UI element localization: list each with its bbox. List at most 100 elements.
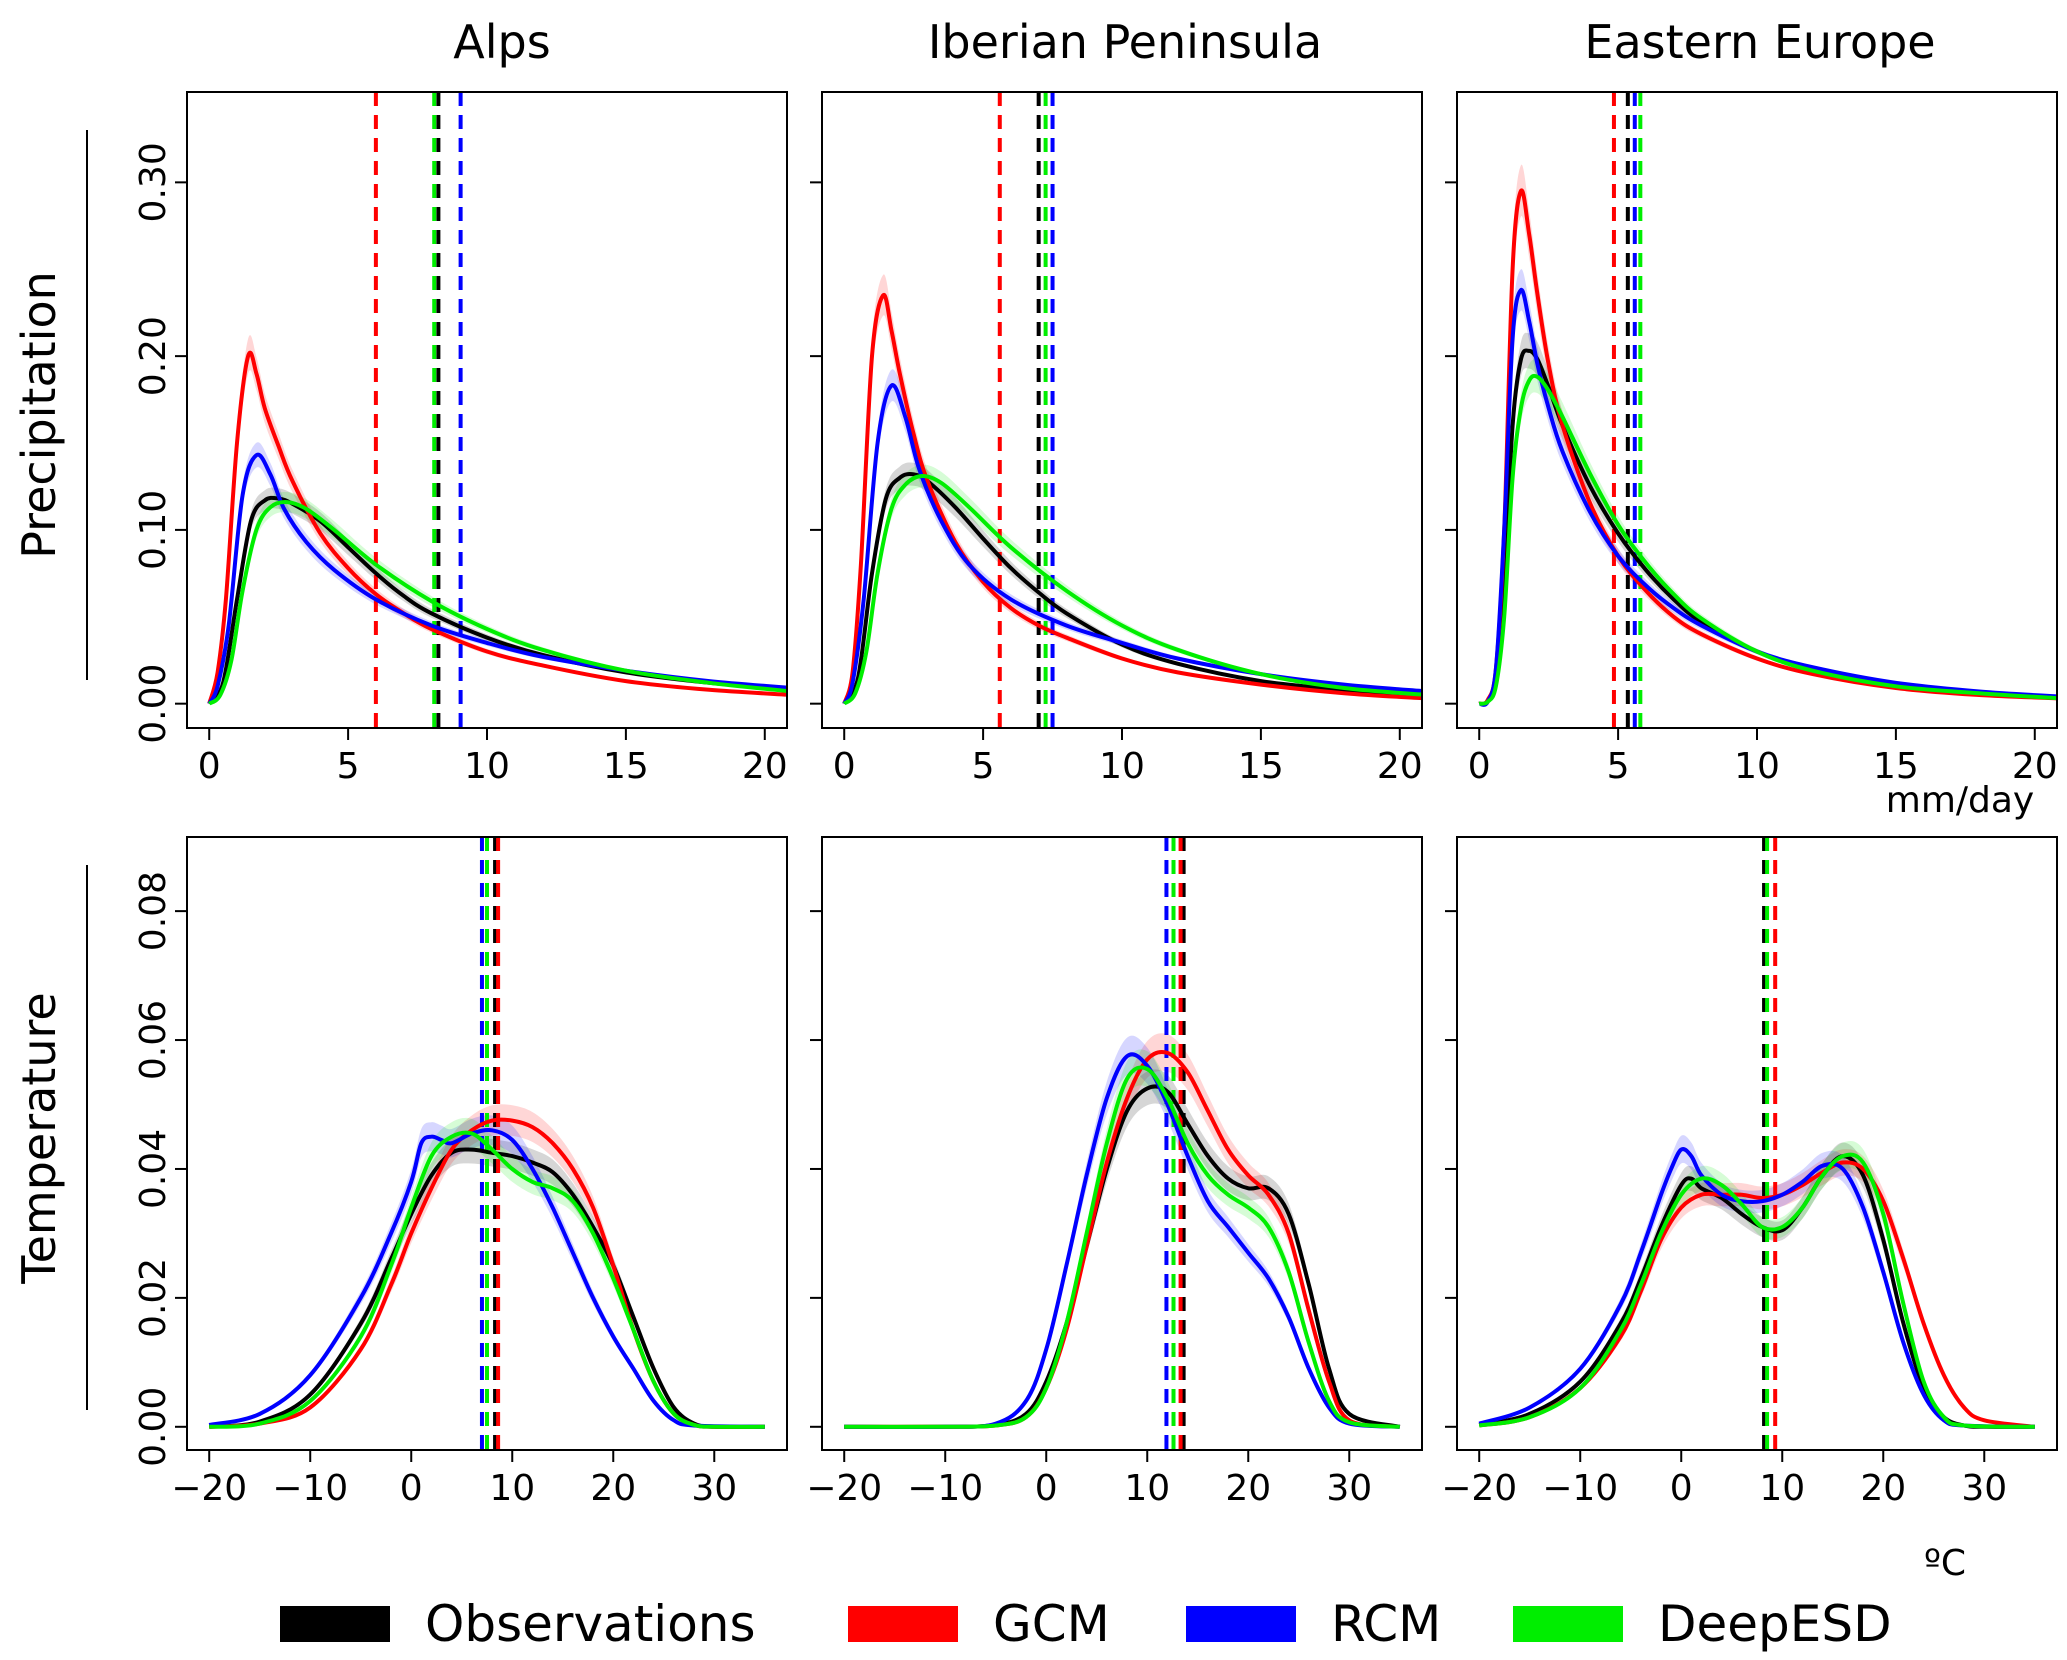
legend-label-rcm: RCM: [1331, 1595, 1441, 1653]
x-tick-label: 30: [1326, 1468, 1372, 1509]
band-observations: [1479, 332, 2057, 705]
panel-precipitation-alps: 0 5 10 15 20 0.00 0.10 0.20 0.30: [133, 91, 788, 787]
col-title-iberian: Iberian Peninsula: [928, 15, 1322, 69]
plot-area: [844, 837, 1401, 1450]
band-observations: [209, 487, 787, 704]
band-gcm: [1479, 164, 2057, 704]
plot-area: [208, 837, 765, 1450]
unit-temp: ºC: [1924, 1543, 1966, 1584]
col-title-eastern: Eastern Europe: [1584, 15, 1935, 69]
x-tick-label: 0: [198, 746, 221, 787]
y-tick-label: 0.10: [133, 490, 174, 570]
band-rcm: [1479, 269, 2057, 706]
plot-area: [207, 92, 787, 728]
series-gcm: [207, 350, 787, 705]
x-tick-label: 10: [1124, 1468, 1170, 1509]
band-deepesd: [1479, 359, 2057, 704]
x-tick-label: 0: [400, 1468, 423, 1509]
x-tick-label: 20: [1860, 1468, 1906, 1509]
row-label-precipitation: Precipitation: [12, 271, 66, 559]
x-tick-label: 20: [590, 1468, 636, 1509]
x-tick-label: 5: [1607, 746, 1630, 787]
panel-temperature-eastern-europe: −20 −10 0 10 20 30: [1441, 836, 2058, 1509]
y-tick-label: 0.08: [133, 871, 174, 951]
x-tick-label: −20: [171, 1468, 247, 1509]
x-tick-label: 20: [742, 746, 788, 787]
y-tick-label: 0.02: [133, 1258, 174, 1338]
panel-temperature-alps: −20 −10 0 10 20 30 0.00 0.02 0.04 0.06 0.08: [133, 836, 788, 1509]
series-deepesd: [844, 1065, 1400, 1429]
x-tick-label: −20: [806, 1468, 882, 1509]
series-observations: [1478, 348, 2057, 707]
series-rcm: [1478, 288, 2057, 707]
x-tick-label: 10: [1734, 746, 1780, 787]
panel-precipitation-iberian-peninsula: 0 5 10 15 20: [810, 91, 1423, 787]
legend-label-deepesd: DeepESD: [1658, 1595, 1892, 1653]
plot-frame: [1456, 836, 2058, 1451]
x-tick-label: 15: [1238, 746, 1284, 787]
x-tick-label: −20: [1441, 1468, 1517, 1509]
y-tick-label: 0.00: [133, 1387, 174, 1467]
y-tick-label: 0.00: [133, 664, 174, 744]
series-observations: [842, 472, 1422, 705]
row-label-temperature: Temperature: [12, 992, 66, 1284]
x-tick-label: 10: [1759, 1468, 1805, 1509]
unit-precip: mm/day: [1886, 780, 2034, 821]
plot-area: [1478, 837, 2036, 1450]
series-rcm: [1478, 1147, 2035, 1429]
plot-area: [1478, 92, 2057, 728]
series-rcm: [842, 383, 1422, 705]
y-tick-label: 0.30: [133, 142, 174, 222]
x-tick-label: 20: [2012, 746, 2058, 787]
y-tick-label: 0.20: [133, 316, 174, 396]
x-tick-label: 15: [603, 746, 649, 787]
band-rcm: [1479, 1135, 2035, 1427]
x-tick-label: 20: [1225, 1468, 1271, 1509]
legend-swatch-deepesd: [1513, 1606, 1623, 1642]
series-observations: [1478, 1154, 2035, 1429]
legend-label-gcm: GCM: [993, 1595, 1110, 1653]
series-deepesd: [207, 500, 787, 706]
series-rcm: [208, 1128, 765, 1429]
x-tick-label: 30: [691, 1468, 737, 1509]
x-tick-label: 0: [1035, 1468, 1058, 1509]
legend-swatch-rcm: [1186, 1606, 1296, 1642]
series-deepesd: [1478, 1152, 2035, 1429]
x-tick-label: 0: [833, 746, 856, 787]
x-tick-label: −10: [272, 1468, 348, 1509]
panels: 0 5 10 15 20 0.00 0.10 0.20 0.30 0 5 10 15 20 0 5 10 15 20…: [133, 91, 2058, 1509]
panel-temperature-iberian-peninsula: −20 −10 0 10 20 30: [806, 836, 1423, 1509]
y-tick-label: 0.06: [133, 1000, 174, 1080]
legend-swatch-observations: [280, 1606, 390, 1642]
series-observations: [208, 1147, 765, 1430]
series-deepesd: [842, 473, 1422, 706]
band-rcm: [844, 369, 1422, 704]
legend-label-observations: Observations: [425, 1595, 756, 1653]
x-tick-label: 15: [1873, 746, 1919, 787]
x-tick-label: 10: [489, 1468, 535, 1509]
x-tick-label: 5: [972, 746, 995, 787]
x-tick-label: 0: [1670, 1468, 1693, 1509]
x-tick-label: 20: [1377, 746, 1423, 787]
band-gcm: [1479, 1149, 2035, 1427]
legend-swatch-gcm: [848, 1606, 958, 1642]
y-tick-label: 0.04: [133, 1129, 174, 1209]
x-tick-label: 10: [464, 746, 510, 787]
x-tick-label: −10: [1542, 1468, 1618, 1509]
col-title-alps: Alps: [453, 15, 550, 69]
series-observations: [844, 1084, 1401, 1429]
series-gcm: [842, 293, 1422, 705]
x-tick-label: 5: [337, 746, 360, 787]
plot-area: [842, 92, 1422, 728]
legend: Observations GCM RCM DeepESD: [280, 1595, 1892, 1653]
plot-frame: [821, 91, 1423, 729]
x-tick-label: 10: [1099, 746, 1145, 787]
plot-frame: [821, 836, 1423, 1451]
panel-precipitation-eastern-europe: 0 5 10 15 20: [1445, 91, 2058, 787]
series-deepesd: [1478, 373, 2057, 706]
plot-frame: [186, 836, 788, 1451]
x-tick-label: −10: [907, 1468, 983, 1509]
series-deepesd: [209, 1130, 765, 1429]
x-tick-label: 0: [1468, 746, 1491, 787]
